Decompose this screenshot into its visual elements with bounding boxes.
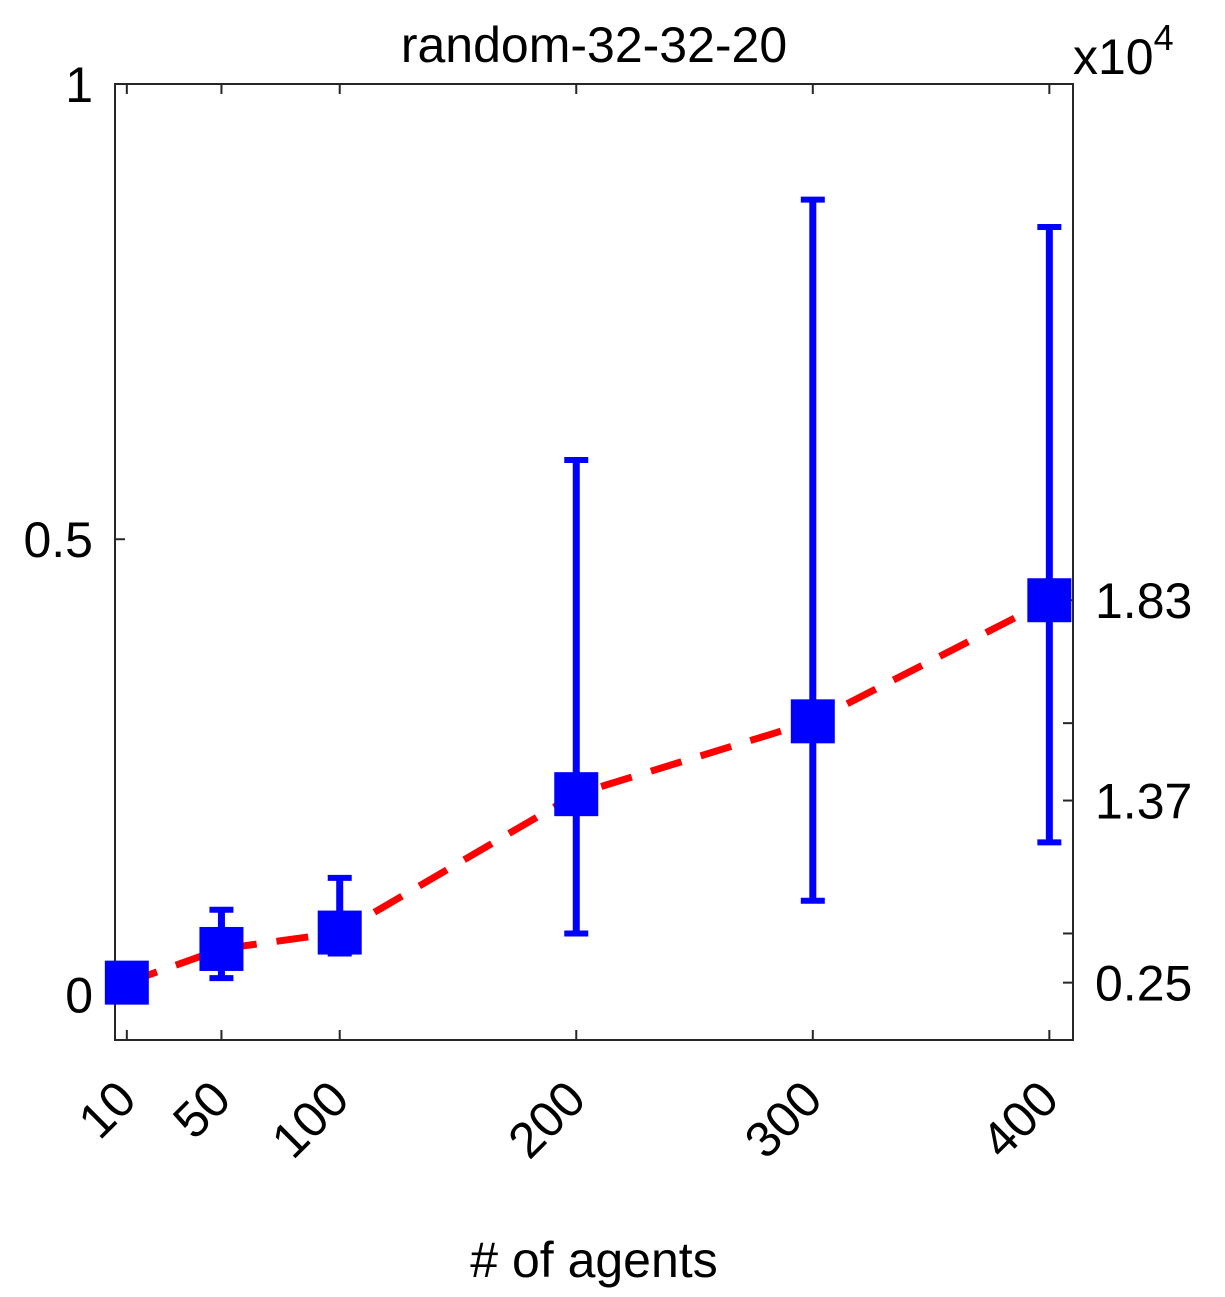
data-point-marker: [317, 910, 362, 955]
data-point-marker: [790, 699, 835, 744]
right-axis-ticks: 0.25 1.37 1.83: [1063, 573, 1192, 1012]
marker-group: [104, 578, 1072, 1005]
left-axis-ticks: 00.51: [23, 57, 125, 1023]
y-exponent-power: 4: [1154, 17, 1174, 58]
x-axis-label: # of agents: [470, 1232, 717, 1288]
y-exponent-base: x10: [1073, 29, 1154, 85]
data-point-marker: [199, 926, 244, 971]
left-tick-label: 0.5: [23, 512, 93, 568]
data-point-marker: [554, 772, 599, 817]
right-tick-label: 1.37: [1095, 774, 1192, 830]
data-point-marker: [104, 960, 149, 1005]
right-tick-label: 1.83: [1095, 573, 1192, 629]
chart-title: random-32-32-20: [401, 17, 787, 73]
right-tick-label: 0.25: [1095, 956, 1192, 1012]
plot-area-frame: [114, 83, 1074, 1041]
left-tick-label: 1: [65, 57, 93, 113]
left-tick-label: 0: [65, 967, 93, 1023]
y-exponent-label: x104: [1073, 17, 1174, 85]
data-point-marker: [1027, 578, 1072, 623]
